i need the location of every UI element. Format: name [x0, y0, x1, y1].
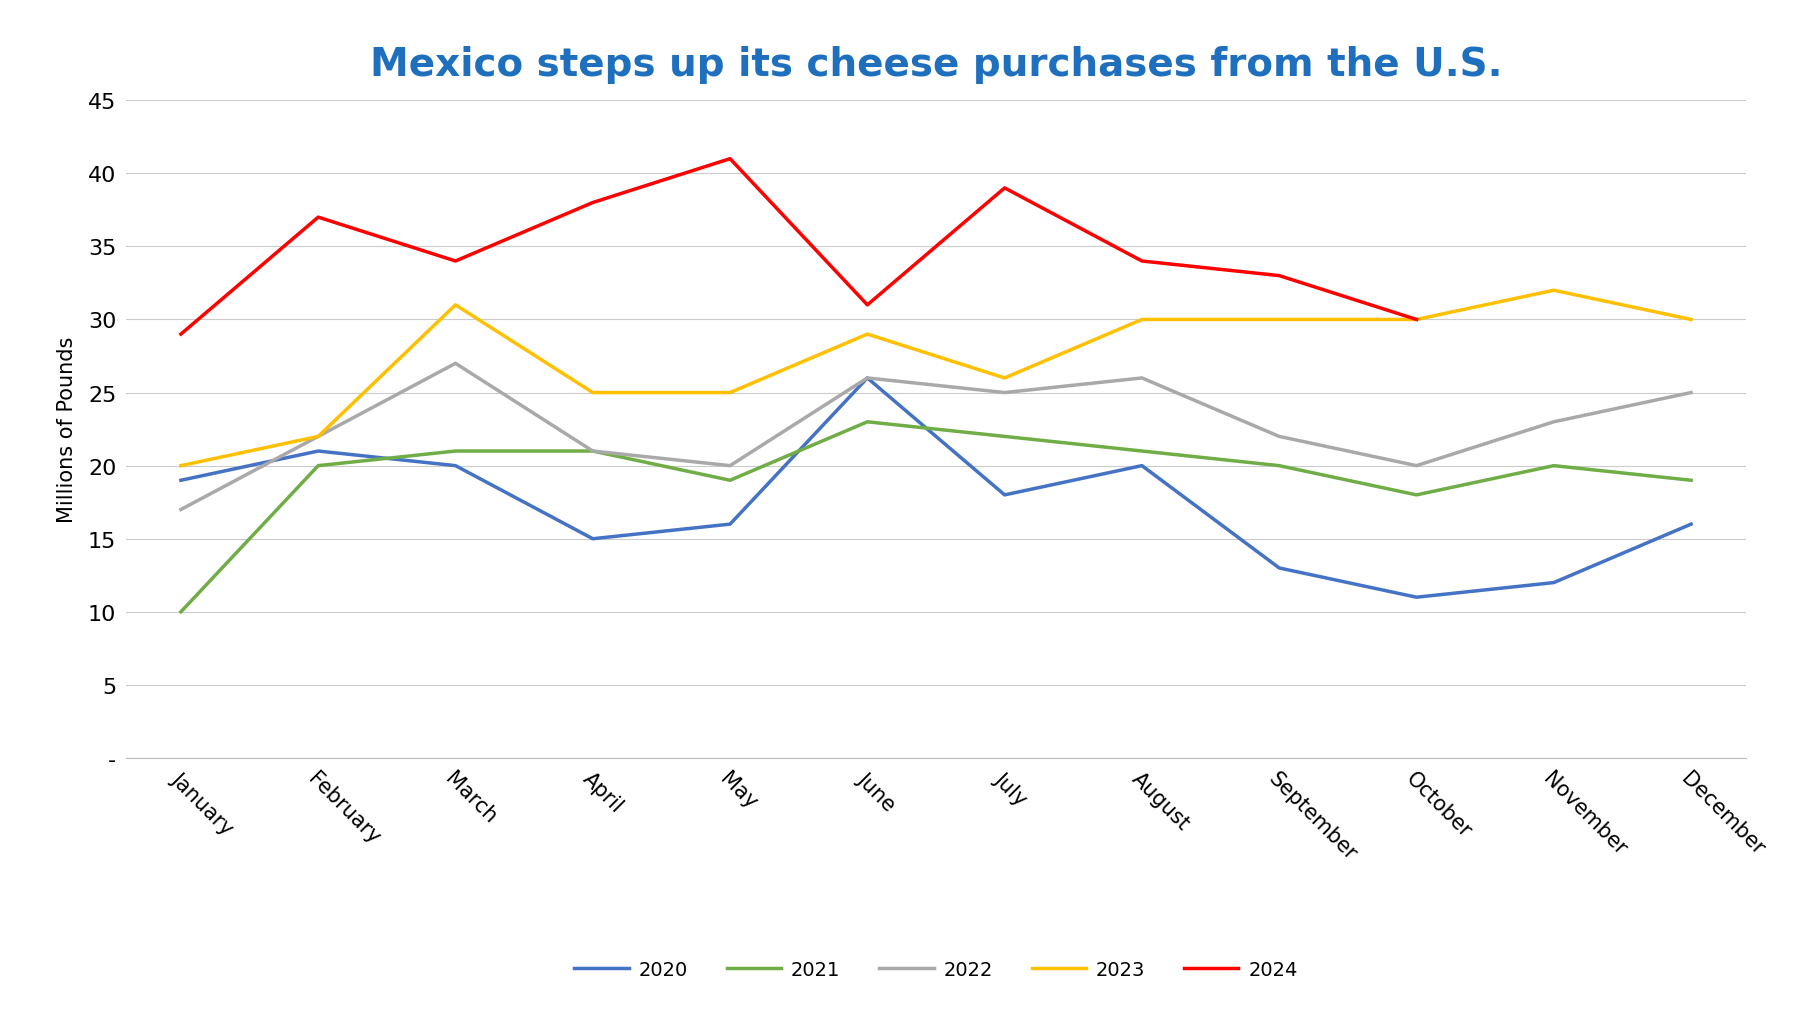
2022 [171, 503, 193, 516]
2021 [1406, 489, 1427, 501]
2021 [171, 607, 193, 619]
2024 [581, 197, 603, 209]
2023 [857, 329, 878, 341]
2024 [308, 212, 329, 224]
Line: 2021: 2021 [182, 423, 1690, 613]
2024 [1130, 256, 1152, 268]
2022 [581, 446, 603, 458]
2020 [581, 533, 603, 545]
2020 [171, 475, 193, 487]
2021 [994, 431, 1015, 443]
2022 [1406, 460, 1427, 472]
2022 [994, 387, 1015, 399]
2024 [994, 183, 1015, 195]
Legend: 2020, 2021, 2022, 2023, 2024: 2020, 2021, 2022, 2023, 2024 [567, 952, 1305, 987]
2021 [1130, 446, 1152, 458]
2022 [308, 431, 329, 443]
Title: Mexico steps up its cheese purchases from the U.S.: Mexico steps up its cheese purchases fro… [369, 47, 1503, 84]
2020 [1543, 577, 1564, 589]
2024 [1406, 314, 1427, 327]
2023 [581, 387, 603, 399]
Line: 2023: 2023 [182, 291, 1690, 466]
2022 [857, 372, 878, 384]
2024 [1269, 270, 1291, 282]
2020 [1130, 460, 1152, 472]
2020 [857, 372, 878, 384]
2024 [720, 154, 742, 166]
2022 [1269, 431, 1291, 443]
Line: 2020: 2020 [182, 378, 1690, 598]
2021 [1269, 460, 1291, 472]
Line: 2024: 2024 [182, 160, 1417, 335]
2022 [1130, 372, 1152, 384]
2023 [1130, 314, 1152, 327]
Y-axis label: Millions of Pounds: Millions of Pounds [58, 337, 77, 523]
2020 [1269, 562, 1291, 574]
2021 [1543, 460, 1564, 472]
2020 [720, 519, 742, 531]
2021 [857, 417, 878, 429]
2022 [445, 358, 466, 370]
2020 [1406, 591, 1427, 604]
2024 [445, 256, 466, 268]
2023 [445, 299, 466, 311]
2021 [445, 446, 466, 458]
2021 [1679, 475, 1701, 487]
2022 [720, 460, 742, 472]
Line: 2022: 2022 [182, 364, 1690, 510]
2023 [994, 372, 1015, 384]
2024 [171, 329, 193, 341]
2021 [720, 475, 742, 487]
2020 [445, 460, 466, 472]
2020 [1679, 519, 1701, 531]
2023 [308, 431, 329, 443]
2024 [857, 299, 878, 311]
2020 [308, 446, 329, 458]
2021 [308, 460, 329, 472]
2021 [581, 446, 603, 458]
2023 [1543, 285, 1564, 297]
2022 [1679, 387, 1701, 399]
2023 [1406, 314, 1427, 327]
2020 [994, 489, 1015, 501]
2022 [1543, 417, 1564, 429]
2023 [171, 460, 193, 472]
2023 [720, 387, 742, 399]
2023 [1269, 314, 1291, 327]
2023 [1679, 314, 1701, 327]
